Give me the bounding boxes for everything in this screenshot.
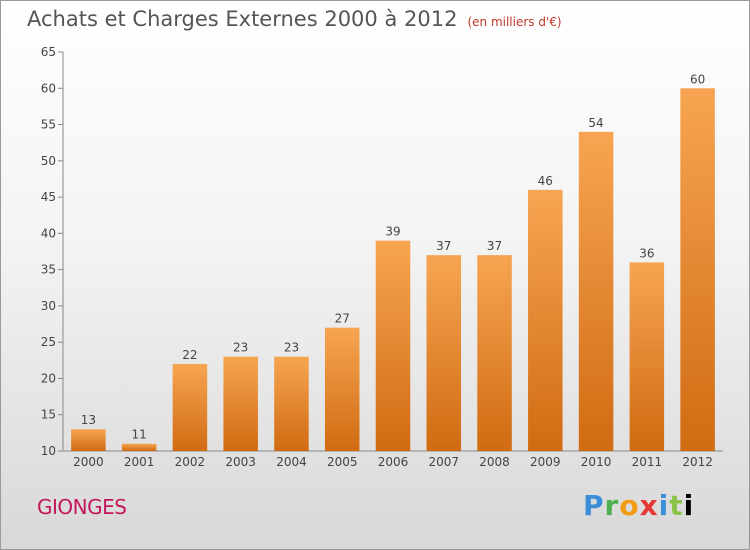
x-tick-label: 2006 (378, 455, 409, 469)
bar (426, 255, 462, 451)
bar (477, 255, 512, 451)
bar (680, 88, 715, 451)
y-tick-label: 15 (41, 408, 56, 422)
y-tick-label: 40 (41, 226, 56, 240)
bars: 13 11 22 23 23 27 39 37 37 46 54 36 60 (71, 72, 715, 452)
y-tick-label: 50 (41, 154, 56, 168)
y-tick-label: 30 (41, 299, 56, 313)
logo-letter: i (683, 489, 695, 522)
data-label: 23 (284, 341, 299, 355)
y-tick-label: 65 (41, 45, 56, 59)
y-tick-label: 20 (41, 371, 56, 385)
bar (223, 356, 258, 451)
chart-title: Achats et Charges Externes 2000 à 2012 (e… (27, 7, 562, 31)
bar (121, 443, 157, 451)
chart-subtitle: (en milliers d'€) (467, 15, 562, 29)
logo-letter: o (619, 489, 640, 522)
data-label: 23 (233, 341, 248, 355)
data-label: 46 (538, 174, 553, 188)
y-tick-label: 10 (41, 444, 56, 458)
bar (71, 429, 106, 451)
logo-letter: P (583, 489, 605, 522)
logo-letter: r (604, 489, 620, 522)
x-axis: 2000 2001 2002 2003 2004 2005 2006 2007 2008 2009… (63, 450, 723, 469)
y-tick-label: 60 (41, 81, 56, 95)
data-label: 11 (132, 428, 147, 442)
data-label: 54 (588, 116, 603, 130)
x-tick-label: 2010 (581, 455, 612, 469)
logo-letter: t (669, 489, 684, 522)
x-tick-label: 2001 (124, 455, 155, 469)
data-label: 39 (385, 225, 400, 239)
proxiti-logo[interactable]: Proxiti (583, 489, 694, 522)
bar (528, 189, 563, 451)
chart-title-text: Achats et Charges Externes 2000 à 2012 (27, 7, 458, 31)
y-axis: 10 15 20 25 30 35 40 45 50 55 60 65 (41, 45, 64, 458)
bar (375, 240, 411, 451)
data-label: 27 (335, 312, 350, 326)
y-tick-label: 55 (41, 118, 56, 132)
x-tick-label: 2007 (428, 455, 459, 469)
x-tick-label: 2009 (530, 455, 561, 469)
bar (324, 327, 360, 451)
data-label: 60 (690, 72, 705, 86)
x-tick-label: 2003 (225, 455, 256, 469)
bar (578, 131, 614, 452)
x-tick-label: 2012 (682, 455, 713, 469)
x-tick-label: 2008 (479, 455, 510, 469)
data-label: 37 (487, 239, 502, 253)
bar (274, 356, 309, 451)
x-tick-label: 2004 (276, 455, 307, 469)
bar (629, 262, 665, 451)
x-tick-label: 2002 (175, 455, 206, 469)
logo-letter: i (658, 489, 670, 522)
city-name: GIONGES (37, 495, 127, 519)
x-tick-label: 2000 (73, 455, 104, 469)
y-tick-label: 25 (41, 335, 56, 349)
data-label: 37 (436, 239, 451, 253)
data-label: 22 (182, 348, 197, 362)
y-tick-label: 45 (41, 190, 56, 204)
x-tick-label: 2011 (632, 455, 663, 469)
data-label: 13 (81, 413, 96, 427)
logo-letter: x (639, 489, 659, 522)
x-tick-label: 2005 (327, 455, 358, 469)
data-label: 36 (639, 246, 654, 260)
y-tick-label: 35 (41, 263, 56, 277)
bar (172, 363, 208, 451)
